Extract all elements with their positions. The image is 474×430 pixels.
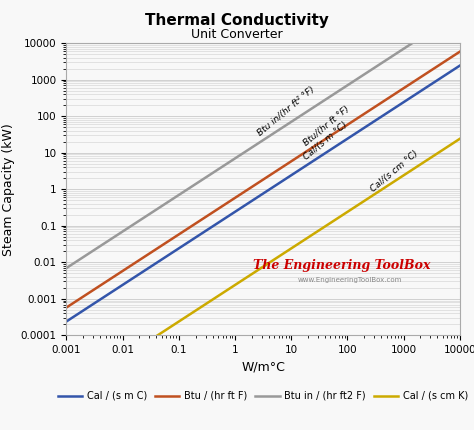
Cal / (s m C) xyxy=(64,319,69,324)
Cal / (s cm K) xyxy=(339,213,345,218)
Btu / (hr ft F) xyxy=(370,105,376,111)
Text: Btu/(hr ft °F): Btu/(hr ft °F) xyxy=(302,104,352,147)
Cal / (s cm K) xyxy=(155,333,161,338)
Btu in / (hr ft2 F) xyxy=(126,225,132,230)
Text: Thermal Conductivity: Thermal Conductivity xyxy=(145,13,329,28)
Btu in / (hr ft2 F) xyxy=(68,262,74,267)
Cal / (s cm K) xyxy=(261,264,266,269)
Btu / (hr ft F) xyxy=(104,279,109,284)
Btu / (hr ft F) xyxy=(377,101,383,106)
Legend: Cal / (s m C), Btu / (hr ft F), Btu in / (hr ft2 F), Cal / (s cm K): Cal / (s m C), Btu / (hr ft F), Btu in /… xyxy=(54,387,472,405)
Cal / (s cm K) xyxy=(457,136,463,141)
Text: Unit Converter: Unit Converter xyxy=(191,28,283,41)
Cal / (s cm K) xyxy=(191,310,196,315)
Btu in / (hr ft2 F) xyxy=(64,265,69,270)
Y-axis label: Steam Capacity (kW): Steam Capacity (kW) xyxy=(2,123,15,255)
Btu in / (hr ft2 F) xyxy=(210,170,216,175)
Cal / (s cm K) xyxy=(356,202,362,207)
Line: Cal / (s cm K): Cal / (s cm K) xyxy=(158,139,460,335)
Btu in / (hr ft2 F) xyxy=(409,41,415,46)
Text: www.EngineeringToolBox.com: www.EngineeringToolBox.com xyxy=(297,277,402,283)
Btu in / (hr ft2 F) xyxy=(381,59,387,64)
Line: Btu in / (hr ft2 F): Btu in / (hr ft2 F) xyxy=(66,43,412,268)
Cal / (s m C) xyxy=(377,115,383,120)
Btu / (hr ft F) xyxy=(237,192,243,197)
Btu / (hr ft F) xyxy=(64,305,69,310)
Cal / (s m C) xyxy=(223,215,228,221)
Btu / (hr ft F) xyxy=(223,202,228,207)
Text: Cal/(s cm °C): Cal/(s cm °C) xyxy=(368,149,419,194)
Cal / (s m C) xyxy=(334,143,339,148)
Line: Cal / (s m C): Cal / (s m C) xyxy=(66,66,460,322)
Cal / (s cm K) xyxy=(246,273,252,279)
Btu / (hr ft F) xyxy=(334,129,339,135)
Cal / (s m C) xyxy=(104,293,109,298)
Btu in / (hr ft2 F) xyxy=(281,124,287,129)
X-axis label: W/m°C: W/m°C xyxy=(241,361,285,374)
Line: Btu / (hr ft F): Btu / (hr ft F) xyxy=(66,52,460,307)
Text: Cal/(s m °C): Cal/(s m °C) xyxy=(302,120,350,162)
Cal / (s m C) xyxy=(237,206,243,212)
Cal / (s cm K) xyxy=(272,256,278,261)
Text: Btu in/(hr ft² °F): Btu in/(hr ft² °F) xyxy=(256,85,317,138)
Cal / (s m C) xyxy=(370,120,376,125)
Cal / (s m C) xyxy=(457,63,463,68)
Text: The Engineering ToolBox: The Engineering ToolBox xyxy=(253,259,430,272)
Btu / (hr ft F) xyxy=(457,49,463,54)
Btu in / (hr ft2 F) xyxy=(95,245,100,250)
